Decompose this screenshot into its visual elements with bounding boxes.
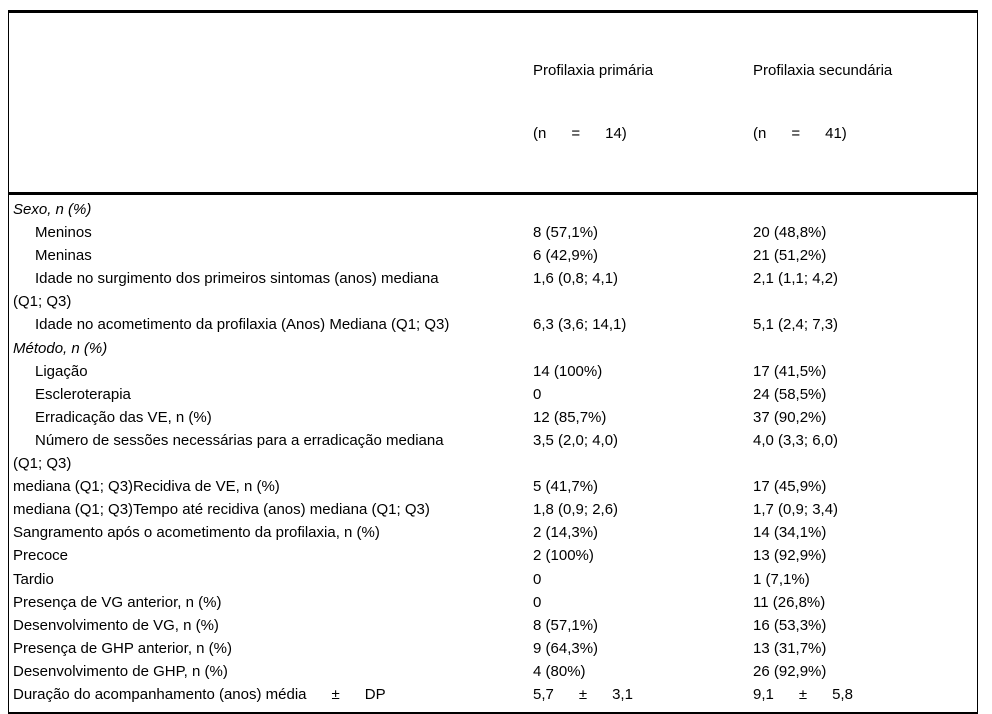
- value-primary: 12 (85,7%): [533, 408, 607, 426]
- value-secondary: 5,1 (2,4; 7,3): [753, 316, 839, 334]
- value-secondary: 9,1 ± 5,8: [753, 685, 853, 703]
- row-label: Idade no surgimento dos primeiros sintom…: [13, 270, 439, 311]
- table-header-row: Profilaxia primária (n = 14) Profilaxia …: [9, 13, 977, 195]
- table-row-sexo: Sexo, n (%): [9, 198, 977, 221]
- value-primary: 0: [533, 593, 542, 611]
- value-primary: 5,7 ± 3,1: [533, 685, 633, 703]
- table-row-ligacao: Ligação 14 (100%) 17 (41,5%): [9, 360, 977, 383]
- row-label: Tardio: [13, 570, 54, 588]
- value-primary: 8 (57,1%): [533, 224, 599, 242]
- row-label: Desenvolvimento de VG, n (%): [13, 616, 219, 634]
- prophylaxis-comparison-table: Profilaxia primária (n = 14) Profilaxia …: [8, 10, 978, 714]
- value-secondary: 37 (90,2%): [753, 408, 827, 426]
- table-row-tempo-ate-recidiva: mediana (Q1; Q3)Tempo até recidiva (anos…: [9, 498, 977, 521]
- value-secondary: 20 (48,8%): [753, 224, 827, 242]
- value-secondary: 13 (92,9%): [753, 547, 827, 565]
- column-n-count: (n = 41): [753, 125, 847, 142]
- table-row-numero-sessoes: Número de sessões necessárias para a err…: [9, 429, 977, 475]
- row-label: Idade no acometimento da profilaxia (Ano…: [35, 316, 450, 334]
- row-label: Meninas: [35, 247, 92, 265]
- value-secondary: 11 (26,8%): [753, 593, 826, 611]
- table-row-sangramento: Sangramento após o acometimento da profi…: [9, 521, 977, 544]
- table-body: Sexo, n (%) Meninos 8 (57,1%) 20 (48,8%)…: [9, 195, 977, 712]
- table-row-metodo: Método, n (%): [9, 337, 977, 360]
- value-primary: 9 (64,3%): [533, 639, 599, 657]
- row-label: Número de sessões necessárias para a err…: [13, 431, 444, 473]
- value-primary: 14 (100%): [533, 362, 603, 380]
- row-label: Desenvolvimento de GHP, n (%): [13, 662, 228, 680]
- table-row-idade-primeiros-sintomas: Idade no surgimento dos primeiros sintom…: [9, 267, 977, 313]
- value-secondary: 1 (7,1%): [753, 570, 810, 588]
- row-label: Sexo, n (%): [13, 201, 92, 218]
- value-primary: 6 (42,9%): [533, 247, 599, 265]
- row-label: Precoce: [13, 547, 69, 565]
- value-secondary: 13 (31,7%): [753, 639, 827, 657]
- value-primary: 1,8 (0,9; 2,6): [533, 501, 619, 519]
- value-primary: 0: [533, 385, 542, 403]
- value-primary: 0: [533, 570, 542, 588]
- value-primary: 2 (100%): [533, 547, 594, 565]
- column-title: Profilaxia secundária: [753, 62, 893, 79]
- table-row-desenvolvimento-vg: Desenvolvimento de VG, n (%) 8 (57,1%) 1…: [9, 614, 977, 637]
- value-secondary: 14 (34,1%): [753, 524, 827, 542]
- table-row-precoce: Precoce 2 (100%) 13 (92,9%): [9, 544, 977, 567]
- table-row-tardio: Tardio 0 1 (7,1%): [9, 568, 977, 591]
- value-secondary: 16 (53,3%): [753, 616, 827, 634]
- table-row-presenca-vg: Presença de VG anterior, n (%) 0 11 (26,…: [9, 591, 977, 614]
- value-secondary: 21 (51,2%): [753, 247, 827, 265]
- column-header-secondary-prophylaxis: Profilaxia secundária (n = 41): [753, 18, 977, 186]
- row-label: Presença de GHP anterior, n (%): [13, 639, 232, 657]
- table-row-recidiva-ve: mediana (Q1; Q3)Recidiva de VE, n (%) 5 …: [9, 475, 977, 498]
- value-primary: 2 (14,3%): [533, 524, 599, 542]
- row-label: Duração do acompanhamento (anos) média ±…: [13, 685, 386, 703]
- table-row-presenca-ghp: Presença de GHP anterior, n (%) 9 (64,3%…: [9, 637, 977, 660]
- row-label: Meninos: [35, 224, 92, 242]
- row-label: Erradicação das VE, n (%): [35, 408, 212, 426]
- value-primary: 8 (57,1%): [533, 616, 599, 634]
- table-row-escleroterapia: Escleroterapia 0 24 (58,5%): [9, 383, 977, 406]
- row-label: mediana (Q1; Q3)Tempo até recidiva (anos…: [13, 501, 430, 519]
- value-secondary: 1,7 (0,9; 3,4): [753, 501, 839, 519]
- column-title: Profilaxia primária: [533, 62, 654, 79]
- value-primary: 5 (41,7%): [533, 478, 599, 496]
- value-primary: 6,3 (3,6; 14,1): [533, 316, 627, 334]
- table-row-desenvolvimento-ghp: Desenvolvimento de GHP, n (%) 4 (80%) 26…: [9, 660, 977, 683]
- column-n-count: (n = 14): [533, 125, 627, 142]
- row-label: Método, n (%): [13, 339, 108, 357]
- row-label: Presença de VG anterior, n (%): [13, 593, 222, 611]
- row-label: Sangramento após o acometimento da profi…: [13, 524, 380, 542]
- value-secondary: 17 (41,5%): [753, 362, 827, 380]
- value-primary: 3,5 (2,0; 4,0): [533, 431, 619, 449]
- table-row-idade-acometimento: Idade no acometimento da profilaxia (Ano…: [9, 313, 977, 336]
- value-secondary: 4,0 (3,3; 6,0): [753, 431, 839, 449]
- value-secondary: 17 (45,9%): [753, 478, 827, 496]
- header-empty-cell: [9, 18, 533, 186]
- row-label: Escleroterapia: [35, 385, 131, 403]
- value-secondary: 2,1 (1,1; 4,2): [753, 270, 839, 288]
- row-label: mediana (Q1; Q3)Recidiva de VE, n (%): [13, 478, 280, 496]
- table-row-meninas: Meninas 6 (42,9%) 21 (51,2%): [9, 244, 977, 267]
- column-header-primary-prophylaxis: Profilaxia primária (n = 14): [533, 18, 753, 186]
- table-row-duracao-acompanhamento: Duração do acompanhamento (anos) média ±…: [9, 683, 977, 706]
- value-secondary: 24 (58,5%): [753, 385, 827, 403]
- row-label: Ligação: [35, 362, 88, 380]
- value-primary: 1,6 (0,8; 4,1): [533, 270, 619, 288]
- table-row-erradicacao-ve: Erradicação das VE, n (%) 12 (85,7%) 37 …: [9, 406, 977, 429]
- value-primary: 4 (80%): [533, 662, 586, 680]
- table-row-meninos: Meninos 8 (57,1%) 20 (48,8%): [9, 221, 977, 244]
- value-secondary: 26 (92,9%): [753, 662, 827, 680]
